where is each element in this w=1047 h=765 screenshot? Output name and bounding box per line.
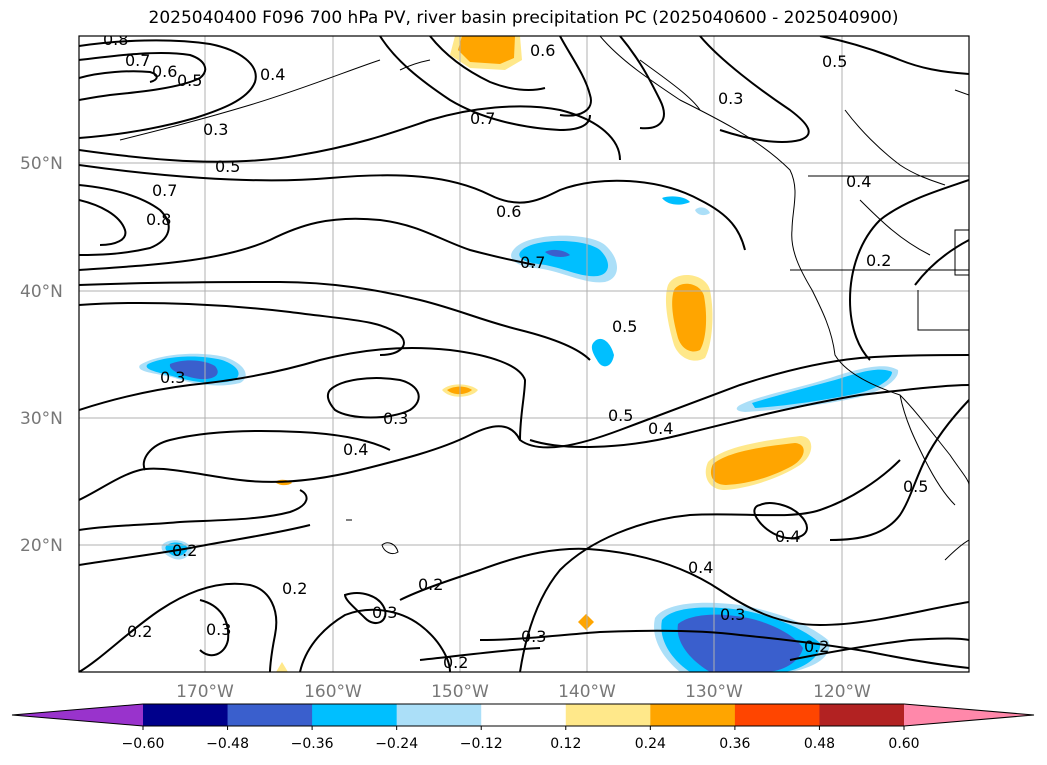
contour-label: 0.4 — [846, 172, 871, 191]
contour-label: 0.7 — [520, 253, 545, 272]
contour-label: 0.6 — [530, 41, 555, 60]
longitude-labels: 170°W 160°W 150°W 140°W 130°W 120°W — [176, 682, 871, 702]
contour-label: 0.5 — [215, 157, 240, 176]
lon-label-120w: 120°W — [813, 682, 871, 702]
contour-labels: 0.8 0.7 0.6 0.5 0.4 0.3 0.5 0.7 0.8 0.6 … — [103, 30, 928, 672]
contour-label: 0.3 — [383, 409, 408, 428]
colorbar-tick-label: −0.36 — [291, 736, 334, 752]
colorbar-swatch — [143, 704, 229, 726]
colorbar-swatch — [565, 704, 651, 726]
contour-label: 0.8 — [146, 210, 171, 229]
lon-label-140w: 140°W — [558, 682, 616, 702]
precip-shading — [139, 36, 899, 672]
contour-label: 0.3 — [203, 120, 228, 139]
colorbar-swatch — [650, 704, 736, 726]
contour-label: 0.5 — [612, 317, 637, 336]
colorbar-tick-label: −0.12 — [460, 736, 503, 752]
contour-label: 0.6 — [152, 62, 177, 81]
contour-label: 0.5 — [822, 52, 847, 71]
contour-label: 0.3 — [206, 620, 231, 639]
colorbar-extend-high — [904, 704, 1034, 726]
contour-label: 0.7 — [125, 51, 150, 70]
contour-label: 0.3 — [521, 627, 546, 646]
contour-label: 0.7 — [152, 181, 177, 200]
colorbar-swatch — [481, 704, 567, 726]
lat-label-40n: 40°N — [20, 282, 63, 302]
colorbar-tick-label: −0.48 — [206, 736, 249, 752]
colorbar-tick-label: 0.24 — [635, 736, 666, 752]
contour-label: 0.2 — [866, 251, 891, 270]
colorbar-tick-label: 0.48 — [804, 736, 835, 752]
pv-contours — [79, 36, 969, 672]
contour-label: 0.3 — [720, 605, 745, 624]
lat-label-50n: 50°N — [20, 154, 63, 174]
contour-label: 0.2 — [282, 579, 307, 598]
colorbar-swatch — [734, 704, 820, 726]
colorbar-swatch — [227, 704, 313, 726]
lon-label-160w: 160°W — [304, 682, 362, 702]
colorbar-swatch — [819, 704, 905, 726]
colorbar-tick-label: 0.12 — [550, 736, 581, 752]
contour-label: 0.4 — [260, 65, 285, 84]
graticule — [79, 36, 969, 672]
lon-label-170w: 170°W — [176, 682, 234, 702]
colorbar: −0.60 −0.48 −0.36 −0.24 −0.12 0.12 0.24 0.36 0.4… — [11, 703, 1035, 752]
colorbar-extend-low — [12, 704, 143, 726]
colorbar-swatch — [396, 704, 482, 726]
latitude-labels: 50°N 40°N 30°N 20°N — [20, 154, 63, 556]
lat-label-20n: 20°N — [20, 536, 63, 556]
contour-label: 0.8 — [103, 30, 128, 49]
contour-label: 0.4 — [343, 440, 368, 459]
map-area: 0.8 0.7 0.6 0.5 0.4 0.3 0.5 0.7 0.8 0.6 … — [79, 30, 969, 672]
colorbar-tick-label: 0.36 — [719, 736, 750, 752]
contour-label: 0.2 — [172, 541, 197, 560]
colorbar-tick-label: −0.60 — [122, 736, 165, 752]
lat-label-30n: 30°N — [20, 409, 63, 429]
contour-label: 0.4 — [775, 527, 800, 546]
contour-label: 0.5 — [177, 71, 202, 90]
contour-label: 0.4 — [688, 558, 713, 577]
contour-label: 0.3 — [718, 89, 743, 108]
colorbar-tick-label: −0.24 — [375, 736, 418, 752]
lon-label-150w: 150°W — [431, 682, 489, 702]
contour-label: 0.7 — [470, 109, 495, 128]
coastlines — [119, 36, 969, 561]
colorbar-swatch — [312, 704, 398, 726]
contour-label: 0.4 — [648, 419, 673, 438]
contour-label: 0.2 — [418, 575, 443, 594]
lon-label-130w: 130°W — [685, 682, 743, 702]
contour-label: 0.2 — [804, 637, 829, 656]
contour-label: 0.5 — [608, 406, 633, 425]
colorbar-tick-label: 0.60 — [888, 736, 919, 752]
map-frame — [78, 35, 970, 673]
contour-label: 0.2 — [127, 622, 152, 641]
contour-label: 0.2 — [443, 653, 468, 672]
contour-label: 0.3 — [160, 368, 185, 387]
contour-label: 0.3 — [372, 603, 397, 622]
contour-label: 0.5 — [903, 477, 928, 496]
contour-label: 0.6 — [496, 202, 521, 221]
map-title: 2025040400 F096 700 hPa PV, river basin … — [148, 8, 899, 28]
